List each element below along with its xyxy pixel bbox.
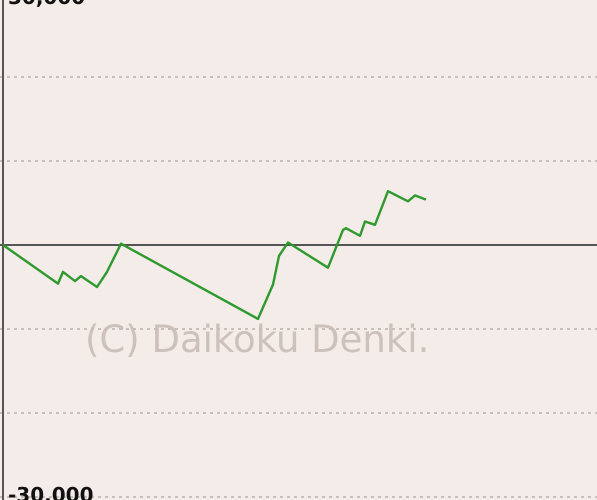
watermark: (C) Daikoku Denki. [85, 318, 429, 361]
y-tick-label-bottom: -30,000 [8, 483, 93, 500]
y-tick-label-top: 30,000 [8, 0, 85, 9]
series-line [2, 190, 427, 321]
